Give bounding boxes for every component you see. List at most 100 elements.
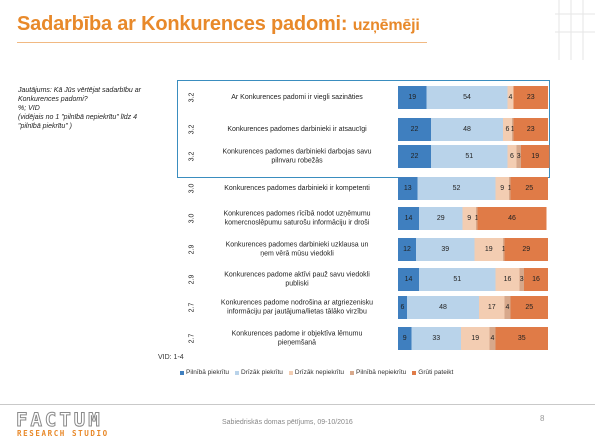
logo-main-text: FACTUM [16, 409, 103, 432]
bar-segment [513, 86, 548, 109]
mean-value-label: 3.2 [189, 93, 196, 103]
bar-value-label: 16 [532, 276, 540, 283]
bar-segment [461, 327, 490, 350]
bar-value-label: 3 [517, 153, 521, 160]
question-text: Jautājums: Kā Jūs vērtējat sadarbību ar … [18, 86, 168, 131]
bar-value-label: 1 [508, 185, 512, 192]
bar-value-label: 35 [518, 335, 526, 342]
category-label: Konkurences padome nodrošina ar atgrieze… [221, 300, 373, 307]
category-label: Konkurences padomes rīcībā nodot uzņēmum… [223, 211, 370, 218]
bar-segment [504, 296, 511, 319]
bar-value-label: 33 [432, 335, 440, 342]
category-label: komercnoslēpumu saturošu informāciju ir … [225, 220, 370, 227]
bar-value-label: 23 [527, 126, 535, 133]
factum-logo: FACTUM RESEARCH STUDIO [16, 409, 136, 439]
bar-segment [504, 238, 548, 261]
bar-segment [398, 296, 407, 319]
bar-segment [398, 268, 419, 291]
bar-value-label: 48 [463, 126, 471, 133]
page-number: 8 [540, 414, 545, 423]
legend-swatch [412, 370, 417, 375]
bar-segment [431, 118, 503, 141]
question-line: Konkurences padomi? [18, 96, 88, 103]
bar-segment [510, 296, 548, 319]
category-label: Konkurences padome ir objektīva lēmumu [232, 331, 363, 338]
bar-segment [495, 327, 548, 350]
bar-segment [407, 296, 479, 319]
legend-label: Pilnībā piekrītu [186, 369, 229, 376]
vid-note: VID: 1-4 [158, 354, 184, 361]
bar-segment [398, 118, 431, 141]
legend-swatch [350, 370, 355, 375]
bar-segment [503, 118, 512, 141]
bar-value-label: 1 [502, 246, 506, 253]
bar-value-label: 19 [531, 153, 539, 160]
bar-segment [474, 238, 503, 261]
bar-value-label: 22 [411, 153, 419, 160]
bar-segment [479, 296, 505, 319]
bar-segment [411, 327, 461, 350]
highlight-box [177, 80, 550, 178]
bar-value-label: 29 [437, 215, 445, 222]
bar-value-label: 51 [465, 153, 473, 160]
question-line: (vidējais no 1 "pilnībā nepiekrītu" līdz… [18, 114, 137, 121]
bar-value-label: 1 [475, 215, 479, 222]
legend-label: Pilnībā nepiekrītu [356, 369, 407, 376]
bar-value-label: 46 [508, 215, 516, 222]
mean-value-label: 2.7 [189, 334, 196, 344]
bar-value-label: 13 [404, 185, 412, 192]
bar-value-label: 12 [403, 246, 411, 253]
mean-value-label: 2.9 [189, 245, 196, 255]
bar-value-label: 19 [408, 94, 416, 101]
title-underline [17, 42, 427, 43]
legend-item: Pilnībā piekrītu [180, 369, 229, 376]
category-label: Konkurences padome aktīvi pauž savu vied… [224, 272, 370, 279]
bar-segment [516, 145, 521, 168]
bar-value-label: 9 [467, 215, 471, 222]
bar-value-label: 54 [463, 94, 471, 101]
legend-item: Drīzāk nepiekrītu [288, 369, 345, 376]
bar-segment [509, 177, 511, 200]
bar-value-label: 4 [506, 304, 510, 311]
bar-value-label: 6 [510, 153, 514, 160]
bar-value-label: 9 [500, 185, 504, 192]
legend-swatch [235, 370, 239, 375]
category-label: Konkurences padomes darbinieki darbojas … [222, 149, 371, 156]
corner-decoration [555, 0, 595, 60]
category-label: Konkurences padomes darbinieki uzklausa … [226, 242, 369, 249]
slide-title: Sadarbība ar Konkurences padomi: uzņēmēj… [17, 13, 420, 36]
bar-segment [398, 207, 419, 230]
footer-divider [0, 404, 595, 405]
bar-value-label: 22 [411, 126, 419, 133]
bar-value-label: 17 [488, 304, 496, 311]
legend-label: Grūti pateikt [418, 369, 454, 376]
bar-segment [521, 145, 550, 168]
bar-value-label: 19 [471, 335, 479, 342]
bar-segment [513, 118, 548, 141]
bar-value-label: 25 [525, 185, 533, 192]
question-line: Jautājums: Kā Jūs vērtējat sadarbību ar [18, 87, 141, 94]
mean-value-label: 3.0 [189, 214, 196, 224]
legend-label: Drīzāk nepiekrītu [294, 369, 345, 376]
mean-value-label: 3.0 [189, 184, 196, 194]
category-label: Konkurences padomes darbinieki ir atsauc… [227, 126, 367, 133]
bar-value-label: 25 [525, 304, 533, 311]
bar-segment [398, 145, 431, 168]
question-line: %; VID [18, 105, 40, 112]
bar-value-label: 6 [401, 304, 405, 311]
footer-source: Sabiedriskās domas pētījums, 09-10/2016 [222, 419, 353, 426]
bar-segment [495, 268, 520, 291]
bar-segment [510, 177, 548, 200]
bar-segment [489, 327, 496, 350]
mean-value-label: 3.2 [189, 125, 196, 135]
bar-value-label: 4 [491, 335, 495, 342]
bar-value-label: 1 [511, 126, 515, 133]
bar-segment [416, 238, 475, 261]
legend-swatch [180, 370, 184, 375]
bar-value-label: 6 [506, 126, 510, 133]
bar-segment [507, 145, 517, 168]
bar-segment [519, 268, 524, 291]
legend-item: Grūti pateikt [412, 369, 453, 376]
bar-segment [417, 177, 496, 200]
legend-item: Drīzāk piekrītu [235, 369, 283, 376]
